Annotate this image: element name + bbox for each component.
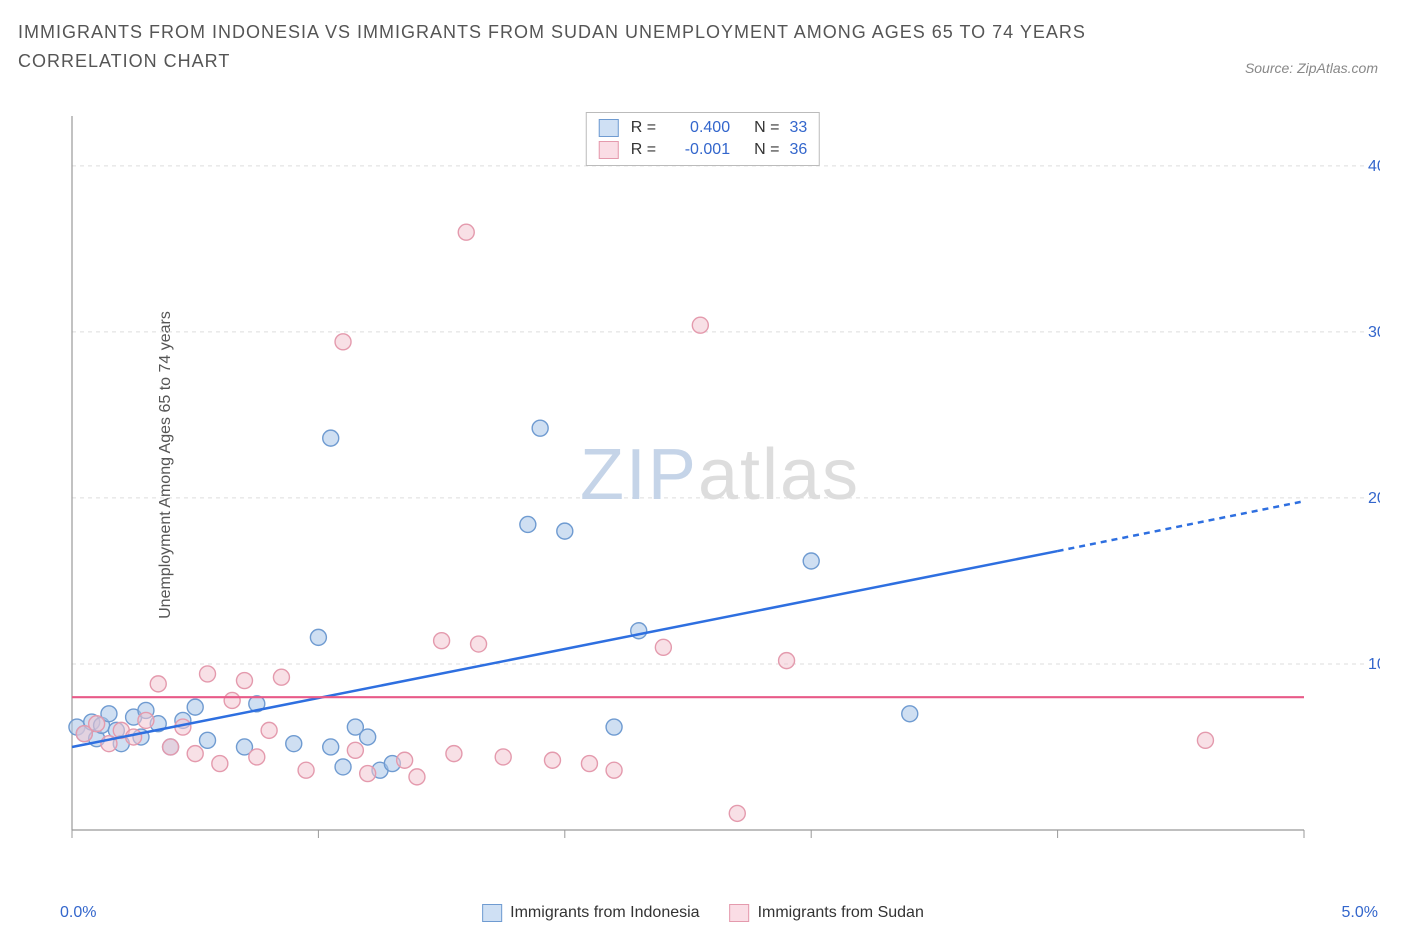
n-value-sudan: 36 bbox=[789, 141, 807, 159]
legend-bottom: Immigrants from Indonesia Immigrants fro… bbox=[482, 904, 924, 922]
legend-bottom-sudan: Immigrants from Sudan bbox=[730, 904, 924, 922]
svg-text:40.0%: 40.0% bbox=[1368, 158, 1380, 175]
scatter-chart: 10.0% 20.0% 30.0% 40.0% bbox=[60, 110, 1380, 870]
legend-top-row-sudan: R = -0.001 N = 36 bbox=[599, 139, 807, 161]
x-axis-max-label: 5.0% bbox=[1342, 904, 1378, 922]
x-axis-min-label: 0.0% bbox=[60, 904, 96, 922]
swatch-indonesia-icon bbox=[482, 904, 502, 922]
r-value-indonesia: 0.400 bbox=[666, 119, 730, 137]
chart-plot-area: 10.0%20.0%30.0%40.0% ZIPatlas bbox=[60, 110, 1380, 870]
svg-text:10.0%: 10.0% bbox=[1368, 656, 1380, 673]
chart-title: IMMIGRANTS FROM INDONESIA VS IMMIGRANTS … bbox=[18, 18, 1146, 76]
svg-text:20.0%: 20.0% bbox=[1368, 490, 1380, 507]
legend-bottom-indonesia: Immigrants from Indonesia bbox=[482, 904, 699, 922]
legend-top-row-indonesia: R = 0.400 N = 33 bbox=[599, 117, 807, 139]
swatch-sudan-icon bbox=[730, 904, 750, 922]
source-label: Source: ZipAtlas.com bbox=[1245, 60, 1378, 76]
r-label: R = bbox=[631, 141, 656, 159]
legend-top: R = 0.400 N = 33 R = -0.001 N = 36 bbox=[586, 112, 820, 166]
r-value-sudan: -0.001 bbox=[666, 141, 730, 159]
svg-text:30.0%: 30.0% bbox=[1368, 324, 1380, 341]
legend-label-indonesia: Immigrants from Indonesia bbox=[510, 904, 699, 922]
r-label: R = bbox=[631, 119, 656, 137]
n-label: N = bbox=[754, 119, 779, 137]
swatch-sudan-icon bbox=[599, 141, 619, 159]
chart-container: IMMIGRANTS FROM INDONESIA VS IMMIGRANTS … bbox=[0, 0, 1406, 930]
legend-label-sudan: Immigrants from Sudan bbox=[758, 904, 924, 922]
swatch-indonesia-icon bbox=[599, 119, 619, 137]
n-value-indonesia: 33 bbox=[789, 119, 807, 137]
n-label: N = bbox=[754, 141, 779, 159]
